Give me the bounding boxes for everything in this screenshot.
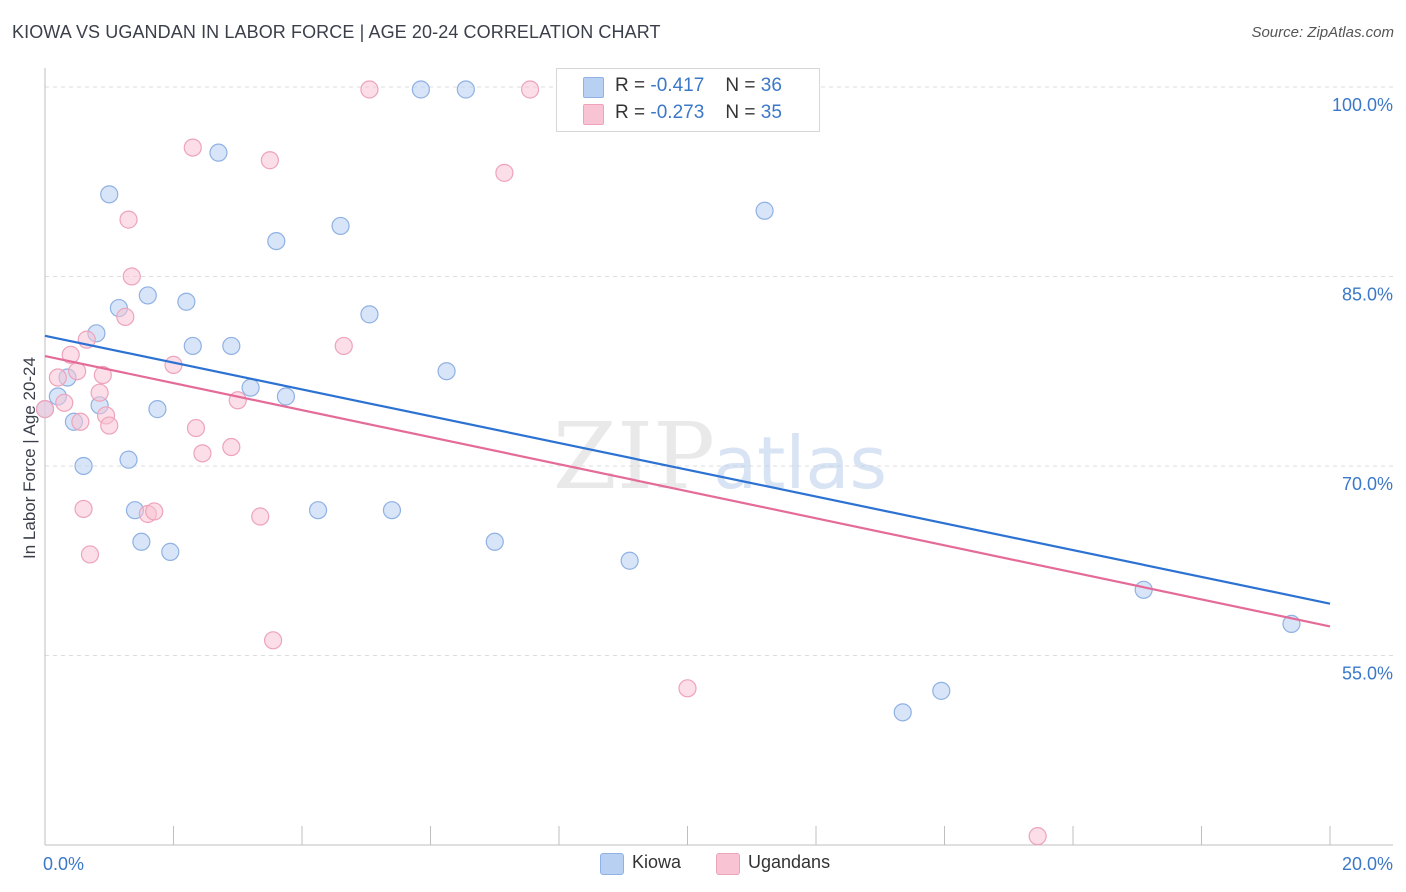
correlation-legend: R = -0.417 N = 36 R = -0.273 N = 35 (556, 68, 820, 132)
axes (44, 68, 1393, 846)
ugandans-point (90, 383, 109, 402)
x-tick-label: 20.0% (1342, 854, 1393, 874)
x-tick-label: 0.0% (43, 854, 84, 874)
kiowa-point (148, 400, 167, 419)
ugandans-point (183, 138, 202, 157)
ugandans-point (35, 400, 55, 419)
kiowa-point (893, 703, 912, 722)
tick-labels: 100.0% 85.0% 70.0% 55.0% 0.0% 20.0% (43, 95, 1393, 874)
kiowa-point (1134, 580, 1153, 599)
kiowa-point (308, 501, 328, 520)
ugandans-legend-label: Ugandans (748, 852, 831, 872)
ugandans-point (48, 368, 67, 387)
kiowa-swatch (583, 77, 604, 98)
ugandans-point (116, 307, 135, 326)
kiowa-point (267, 231, 286, 251)
kiowa-point (100, 185, 119, 204)
ugandans-legend-swatch (716, 853, 740, 875)
kiowa-point (241, 378, 260, 397)
kiowa-point (209, 143, 228, 162)
kiowa-point (132, 532, 151, 551)
ugandans-trend-line (44, 354, 1331, 628)
kiowa-legend-swatch (600, 853, 624, 875)
trend-lines (44, 334, 1331, 628)
kiowa-point (456, 80, 475, 99)
kiowa-point (119, 450, 138, 469)
legend-r-value: -0.273 (650, 102, 705, 123)
kiowa-point (755, 201, 774, 220)
legend-n-label: N = (725, 102, 756, 123)
ugandans-point (100, 416, 119, 435)
ugandans-point (74, 499, 93, 519)
ugandans-swatch (583, 104, 604, 125)
kiowa-point (437, 362, 456, 381)
legend-n-label: N = (725, 75, 756, 96)
kiowa-point (485, 532, 504, 551)
kiowa-point (411, 80, 430, 99)
kiowa-legend-label: Kiowa (632, 852, 682, 872)
source-credit: Source: ZipAtlas.com (1251, 24, 1394, 41)
data-points (35, 80, 1301, 846)
kiowa-trend-line (44, 334, 1331, 605)
kiowa-point (177, 292, 196, 311)
ugandans-point (122, 267, 141, 286)
chart-title: KIOWA VS UGANDAN IN LABOR FORCE | AGE 20… (12, 22, 661, 42)
ugandans-point (251, 507, 270, 526)
watermark: ZIP atlas (553, 403, 887, 510)
kiowa-point (74, 456, 93, 476)
ugandans-point (222, 437, 241, 457)
y-tick-label: 85.0% (1342, 284, 1393, 304)
ugandans-point (68, 362, 87, 381)
ugandans-point (520, 80, 540, 99)
ugandans-point (1028, 827, 1047, 846)
ugandans-point (119, 210, 138, 229)
kiowa-point (620, 551, 639, 570)
legend-r-label: R = (615, 75, 646, 96)
ugandans-point (334, 336, 353, 356)
y-tick-label: 70.0% (1342, 474, 1393, 494)
ugandans-point (495, 163, 514, 182)
kiowa-point (183, 336, 202, 356)
kiowa-point (360, 305, 379, 324)
ugandans-point (145, 502, 164, 521)
ugandans-point (71, 412, 90, 431)
watermark-atlas: atlas (713, 421, 887, 505)
kiowa-point (222, 336, 241, 356)
ugandans-point (93, 365, 112, 385)
ugandans-point (260, 151, 279, 170)
ugandans-point (80, 545, 100, 564)
kiowa-point (331, 216, 350, 236)
ugandans-point (61, 345, 80, 364)
ugandans-point (360, 80, 379, 99)
ugandans-point (186, 418, 206, 438)
kiowa-point (382, 501, 402, 520)
legend-r-label: R = (615, 102, 646, 123)
gridlines (45, 86, 1393, 656)
kiowa-point (276, 387, 296, 406)
kiowa-point (161, 542, 180, 561)
kiowa-point (932, 681, 951, 700)
kiowa-point (138, 286, 157, 305)
ugandans-point (193, 444, 212, 463)
ugandans-point (678, 679, 697, 698)
legend-n-value: 35 (760, 102, 782, 123)
y-tick-label: 55.0% (1342, 663, 1393, 683)
legend-n-value: 36 (760, 75, 782, 96)
ugandans-point (263, 631, 283, 650)
watermark-zip: ZIP (553, 403, 715, 510)
y-tick-label: 100.0% (1332, 95, 1393, 115)
ugandans-point (55, 393, 74, 412)
legend-r-value: -0.417 (650, 75, 705, 96)
